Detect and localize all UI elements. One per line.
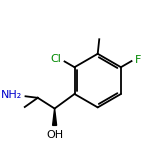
Polygon shape xyxy=(53,109,57,125)
Text: NH₂: NH₂ xyxy=(1,90,22,100)
Text: F: F xyxy=(134,55,141,65)
Text: Cl: Cl xyxy=(51,54,62,64)
Text: OH: OH xyxy=(46,130,63,140)
